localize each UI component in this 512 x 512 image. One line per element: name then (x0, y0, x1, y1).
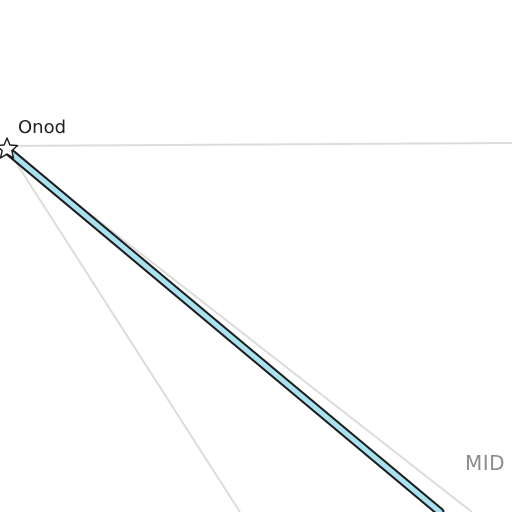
star-outline-icon[interactable] (0, 137, 19, 159)
place-label-onod[interactable]: Onod (18, 117, 67, 138)
highlighted-route[interactable] (2, 145, 445, 512)
region-label-mid: MID (465, 451, 506, 475)
road-horizontal (0, 142, 512, 147)
route-fill (4, 147, 443, 512)
road-diagonal-lower (7, 149, 241, 512)
